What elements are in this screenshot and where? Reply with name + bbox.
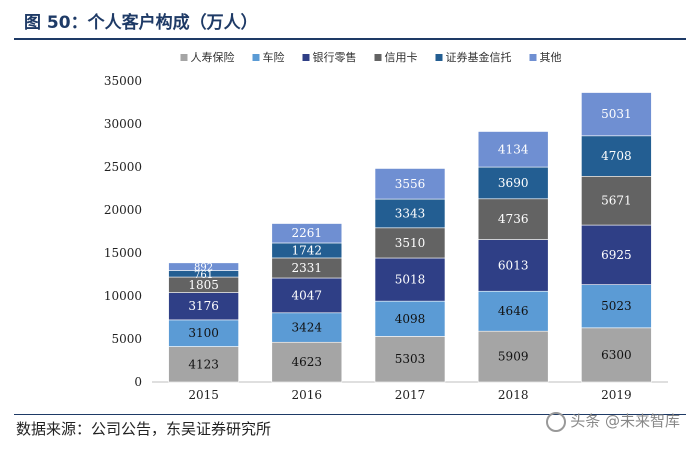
data-label: 3100 <box>188 326 219 340</box>
y-tick-label: 30000 <box>104 117 142 131</box>
stacked-bar-chart: 人寿保险 车险 银行零售 信用卡 证券基金信托 其他 0 5000 10000 15000 2000… <box>104 50 668 402</box>
data-label: 3176 <box>188 299 219 313</box>
legend-swatch <box>252 54 260 61</box>
y-tick-label: 5000 <box>111 332 142 346</box>
data-label: 6013 <box>498 258 529 272</box>
data-label: 4098 <box>395 312 426 326</box>
watermark: 头条 @未来智库 <box>546 410 680 432</box>
legend-label: 信用卡 <box>385 51 418 64</box>
legend-swatch <box>180 54 188 61</box>
bar-segment <box>168 319 239 347</box>
legend-label: 其他 <box>540 51 562 64</box>
legend-swatch <box>435 54 443 61</box>
bar-segment <box>374 227 446 259</box>
data-label: 1805 <box>188 278 219 292</box>
data-label: 4134 <box>498 142 529 156</box>
data-label: 4646 <box>498 304 529 318</box>
bar-segment <box>477 290 549 332</box>
data-label: 1742 <box>292 243 323 257</box>
data-label: 5909 <box>498 350 529 364</box>
bar-segment <box>374 257 446 302</box>
y-tick-label: 20000 <box>104 203 142 217</box>
data-label: 4623 <box>292 355 323 369</box>
y-tick-label: 25000 <box>104 160 142 174</box>
x-tick-label: 2018 <box>498 388 529 402</box>
legend-swatch <box>529 54 537 61</box>
title-bar: 图 50：个人客户构成（万人） <box>0 0 700 40</box>
title-divider <box>14 38 686 40</box>
footer-divider <box>14 414 686 415</box>
bar-segment <box>374 168 446 200</box>
data-label: 4708 <box>601 149 632 163</box>
x-tick-label: 2019 <box>601 388 632 402</box>
data-label: 5023 <box>601 299 632 313</box>
legend-label: 人寿保险 <box>191 50 235 64</box>
bar-segment <box>477 131 549 168</box>
source-note: 数据来源：公司公告，东吴证券研究所 <box>16 420 272 438</box>
data-label: 3343 <box>395 206 426 220</box>
bar-segment <box>271 341 343 383</box>
data-label: 4736 <box>498 212 529 226</box>
data-label: 3424 <box>292 321 323 335</box>
bar-segment <box>581 327 652 383</box>
data-label: 5031 <box>601 107 632 121</box>
data-label: 5018 <box>395 273 426 287</box>
watermark-icon <box>546 411 567 432</box>
data-label: 6925 <box>601 248 632 262</box>
data-label: 4123 <box>188 357 219 371</box>
page-title: 图 50：个人客户构成（万人） <box>24 12 258 33</box>
watermark-text: 头条 @未来智库 <box>570 412 680 430</box>
data-label: 4047 <box>292 288 323 302</box>
x-tick-label: 2016 <box>292 388 323 402</box>
data-label: 761 <box>194 270 213 281</box>
data-label: 2331 <box>292 261 323 275</box>
bar-segment <box>581 135 652 177</box>
y-tick-label: 0 <box>134 375 142 389</box>
x-tick-label: 2015 <box>188 388 219 402</box>
bar-segment <box>374 336 446 383</box>
bar-segment <box>477 239 549 292</box>
legend-swatch <box>302 54 310 61</box>
bar-segment <box>581 284 652 329</box>
y-tick-label: 10000 <box>104 289 142 303</box>
data-label: 3556 <box>395 177 426 191</box>
y-tick-label: 15000 <box>104 246 142 260</box>
chart-container: 人寿保险 车险 银行零售 信用卡 证券基金信托 其他 0 5000 10000 15000 2000… <box>0 40 700 410</box>
data-label: 2261 <box>292 226 323 240</box>
data-label: 6300 <box>601 348 632 362</box>
bar-segment <box>168 262 239 271</box>
data-label: 5303 <box>395 352 426 366</box>
bar-segment <box>271 277 343 314</box>
bar-segment <box>581 224 652 285</box>
legend-label: 车险 <box>263 50 285 64</box>
data-label: 3510 <box>395 236 426 250</box>
bar-segment <box>581 92 652 137</box>
bar-segment <box>271 312 343 343</box>
data-label: 3690 <box>498 176 529 190</box>
legend-label: 银行零售 <box>313 50 357 64</box>
bar-segment <box>271 223 343 244</box>
data-label: 892 <box>194 263 213 274</box>
bar-segment <box>374 198 446 229</box>
bar-segment <box>374 300 446 337</box>
y-tick-label: 35000 <box>104 74 142 88</box>
bar-segment <box>581 175 652 226</box>
legend-swatch <box>374 54 382 61</box>
x-tick-label: 2017 <box>395 388 426 402</box>
data-label: 5671 <box>601 194 632 208</box>
legend-label: 证券基金信托 <box>446 50 512 64</box>
